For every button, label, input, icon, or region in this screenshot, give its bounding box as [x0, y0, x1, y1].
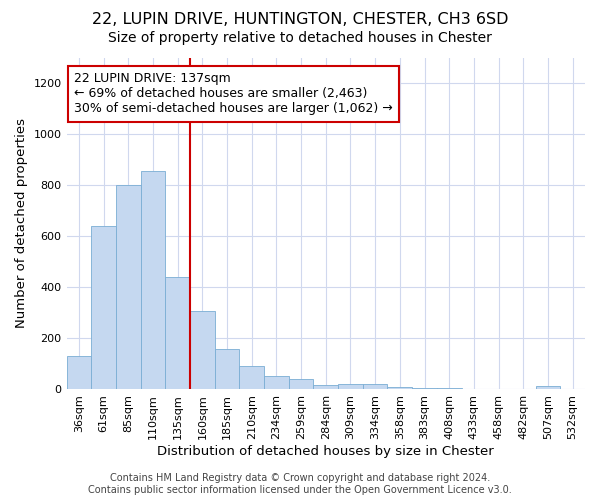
Text: Size of property relative to detached houses in Chester: Size of property relative to detached ho… [108, 31, 492, 45]
Bar [264, 376, 289, 389]
Bar [165, 277, 190, 389]
Bar [190, 311, 215, 389]
Bar [412, 388, 437, 389]
Bar [313, 385, 338, 389]
Y-axis label: Number of detached properties: Number of detached properties [15, 118, 28, 328]
Bar [67, 356, 91, 389]
Text: Contains HM Land Registry data © Crown copyright and database right 2024.
Contai: Contains HM Land Registry data © Crown c… [88, 474, 512, 495]
Bar [215, 348, 239, 389]
Bar [338, 384, 363, 389]
Bar [536, 386, 560, 389]
Bar [289, 379, 313, 389]
Bar [388, 387, 412, 389]
Text: 22 LUPIN DRIVE: 137sqm
← 69% of detached houses are smaller (2,463)
30% of semi-: 22 LUPIN DRIVE: 137sqm ← 69% of detached… [74, 72, 393, 116]
Bar [363, 384, 388, 389]
Bar [91, 226, 116, 389]
Bar [239, 366, 264, 389]
Bar [116, 185, 140, 389]
Text: 22, LUPIN DRIVE, HUNTINGTON, CHESTER, CH3 6SD: 22, LUPIN DRIVE, HUNTINGTON, CHESTER, CH… [92, 12, 508, 28]
X-axis label: Distribution of detached houses by size in Chester: Distribution of detached houses by size … [157, 444, 494, 458]
Bar [140, 171, 165, 389]
Bar [437, 388, 461, 389]
